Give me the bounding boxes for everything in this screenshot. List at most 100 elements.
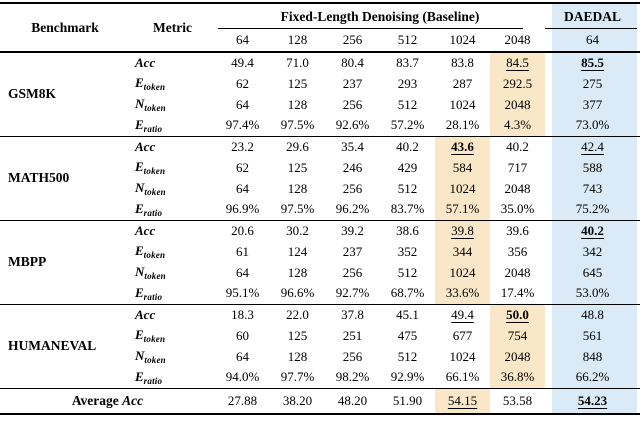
value-cell: 97.5% [270,115,325,136]
value-cell: 53.0% [545,283,640,304]
value-cell: 292.5 [490,73,546,94]
value-cell: 677 [435,325,490,346]
value-cell: 61 [215,241,270,262]
value-cell: 4.3% [490,115,546,136]
value-text: 97.7% [280,369,315,385]
value-text: 48.20 [337,392,368,408]
value-text: 29.6 [286,138,309,154]
value-text: 344 [452,243,473,259]
table-row: Ntoken 64 128 256 512 1024 2048 645 [0,262,640,283]
value-text: 1024 [449,348,476,364]
value-text: 125 [287,75,308,91]
value-text: 754 [507,327,528,343]
metric-label: Acc [130,220,215,241]
metric-symbol: E [135,284,144,300]
value-text: 66.1% [445,369,480,385]
value-cell: 645 [545,262,640,283]
results-table: Benchmark Metric Fixed-Length Denoising … [0,2,640,415]
value-cell: 18.3 [215,304,270,325]
value-cell: 237 [325,73,380,94]
value-cell: 96.2% [325,199,380,220]
table-row: Eratio 94.0% 97.7% 98.2% 92.9% 66.1% 36.8% 66.2… [0,367,640,388]
value-text: 39.2 [341,222,364,238]
table-body: GSM8K Acc 49.4 71.0 80.4 83.7 83.8 84.5 85.5 Etok… [0,52,640,414]
value-cell: 50.0 [490,304,546,325]
table-row: Eratio 97.4% 97.5% 92.6% 57.2% 28.1% 4.3% 73.0% [0,115,640,136]
metric-symbol: E [135,368,144,384]
value-cell: 256 [325,178,380,199]
value-cell: 64 [215,94,270,115]
metric-label: Etoken [130,241,215,262]
value-cell: 30.2 [270,220,325,241]
metric-subscript: token [143,250,166,260]
value-cell: 43.6 [435,136,490,157]
value-cell: 64 [215,178,270,199]
value-text: 293 [397,75,418,91]
value-text: 717 [507,159,528,175]
metric-symbol: E [135,75,144,90]
value-cell: 96.6% [270,283,325,304]
average-row: Average Acc 27.88 38.20 48.20 51.90 54.15 53.5… [0,388,640,414]
value-cell: 125 [270,325,325,346]
value-text: 57.2% [390,117,425,133]
metric-subscript: token [143,82,166,92]
value-cell: 2048 [490,178,545,199]
value-text: 50.0 [506,306,529,322]
value-cell: 33.6% [435,283,490,304]
value-text: 429 [397,159,418,175]
table-row: Etoken 60 125 251 475 677 754 561 [0,325,640,346]
metric-label: Acc [130,136,215,157]
value-text: 54.15 [447,392,478,408]
col-header-256: 256 [342,32,363,47]
value-text: 97.4% [225,117,260,133]
metric-symbol: N [135,180,145,195]
metric-subscript: ratio [143,207,163,218]
value-text: 83.7 [396,55,419,70]
value-cell: 1024 [435,346,490,367]
value-text: 584 [452,159,473,175]
col-group-baseline: Fixed-Length Denoising (Baseline) [215,3,545,29]
value-text: 66.2% [575,369,610,385]
value-text: 256 [342,348,363,364]
table-row: Ntoken 64 128 256 512 1024 2048 848 [0,346,640,367]
metric-subscript: ratio [143,375,163,386]
value-text: 588 [582,159,603,175]
value-text: 677 [452,327,473,343]
value-text: 96.2% [335,201,370,217]
value-cell: 356 [490,241,545,262]
metric-label: Etoken [130,73,215,94]
value-cell: 35.0% [490,199,545,220]
value-cell: 17.4% [490,283,545,304]
value-cell: 512 [380,178,435,199]
value-cell: 36.8% [490,367,546,388]
value-text: 37.8 [341,306,364,322]
header-group-row: Benchmark Metric Fixed-Length Denoising … [0,3,640,35]
value-cell: 49.4 [435,304,490,325]
benchmark-label: MBPP [8,254,47,269]
value-text: 275 [582,75,603,91]
value-text: 292.5 [502,75,533,91]
value-text: 256 [342,264,363,280]
value-cell: 29.6 [270,136,325,157]
table-row: Eratio 96.9% 97.5% 96.2% 83.7% 57.1% 35.0% 75.2… [0,199,640,220]
metric-label: Acc [130,52,215,73]
metric-subscript: token [144,355,166,365]
value-cell: 71.0 [270,52,325,73]
value-cell: 20.6 [215,220,270,241]
value-cell: 40.2 [490,136,545,157]
metric-symbol: E [135,159,144,174]
value-cell: 256 [325,262,380,283]
col-header-benchmark: Benchmark [31,19,99,35]
metric-symbol: N [135,96,145,111]
table-row: Etoken 62 125 237 293 287 292.5 275 [0,73,640,94]
value-text: 743 [582,180,603,196]
value-text: 43.6 [451,138,474,154]
value-text: 92.6% [335,117,370,133]
value-text: 97.5% [280,117,315,133]
value-text: 23.2 [231,138,254,154]
value-cell: 68.7% [380,283,435,304]
value-text: 256 [342,180,363,196]
metric-symbol: E [135,116,144,132]
metric-label: Ntoken [130,94,215,115]
value-cell: 38.20 [270,388,325,414]
